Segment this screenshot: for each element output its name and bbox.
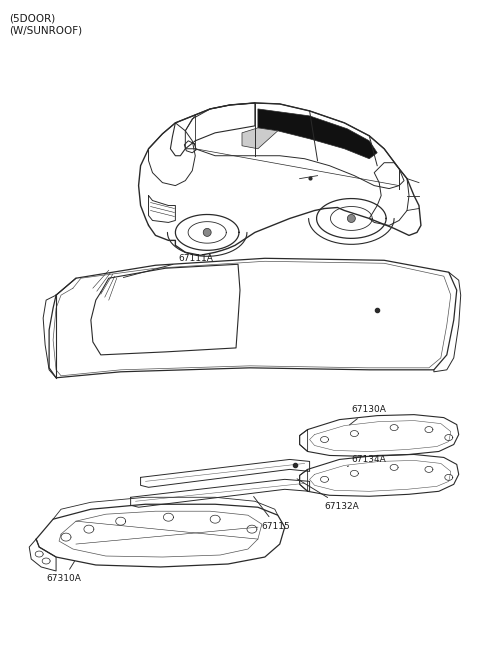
Text: 67132A: 67132A: [297, 479, 359, 511]
Text: 67115: 67115: [253, 496, 290, 531]
Text: 67134A: 67134A: [348, 455, 386, 466]
Text: (5DOOR): (5DOOR): [9, 13, 56, 24]
Polygon shape: [242, 128, 278, 149]
Text: 67111A: 67111A: [123, 253, 213, 278]
Polygon shape: [348, 214, 355, 223]
Text: 67130A: 67130A: [349, 405, 386, 425]
Polygon shape: [258, 109, 377, 159]
Polygon shape: [203, 229, 211, 236]
Text: (W/SUNROOF): (W/SUNROOF): [9, 26, 83, 35]
Text: 67310A: 67310A: [46, 561, 81, 584]
